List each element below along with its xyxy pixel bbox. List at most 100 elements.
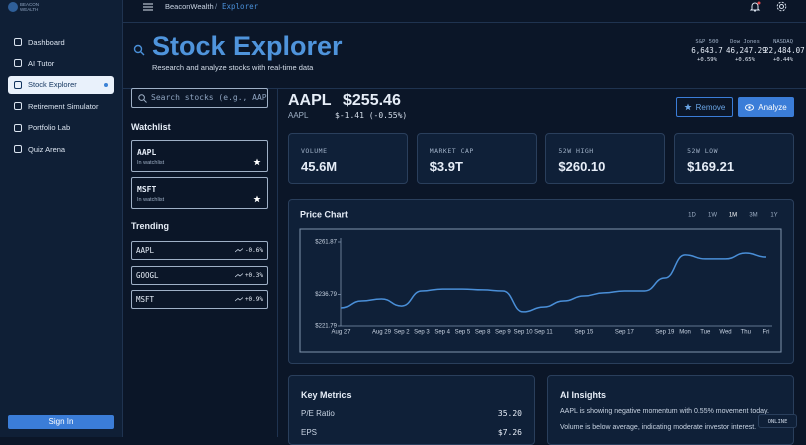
x-tick-label: Sep 9 [495, 330, 511, 336]
watchlist-symbol: MSFT [137, 185, 157, 194]
breadcrumb-brand[interactable]: BeaconWealth [165, 2, 214, 11]
left-panel [123, 88, 278, 437]
index-value: 46,247.29 [726, 46, 767, 55]
stat-value: $260.10 [558, 159, 606, 174]
nav-item[interactable]: Retirement Simulator [8, 97, 114, 115]
topbar: BeaconWealth / Explorer [123, 0, 806, 23]
stat-card: 52W LOW $169.21 [674, 133, 795, 184]
watchlist-note: In watchlist [137, 197, 165, 203]
search-input[interactable]: Search stocks (e.g., AAPL, MSFT) [131, 88, 268, 108]
x-tick-label: Sep 10 [514, 330, 534, 336]
index-value: 6,643.7 [691, 46, 723, 55]
stat-label: MARKET CAP [429, 147, 474, 155]
chart-title: Price Chart [300, 209, 348, 219]
active-dot [104, 82, 108, 87]
nav-item[interactable]: AI Tutor [8, 54, 114, 72]
trending-change: +0.3% [234, 272, 263, 279]
analyze-button[interactable]: Analyze [738, 97, 794, 117]
market-index: NASDAQ 22,484.07 +0.44% [764, 39, 805, 63]
range-option[interactable]: 3M [749, 213, 757, 219]
nav-label: Retirement Simulator [28, 101, 99, 111]
trending-item[interactable]: GOOGL +0.3% [131, 265, 268, 285]
stat-label: 52W HIGH [558, 147, 594, 155]
index-name: S&P 500 [695, 39, 719, 45]
breadcrumb-separator: / [215, 2, 218, 11]
plot-frame [299, 228, 782, 353]
index-name: Dow Jones [730, 39, 760, 45]
remove-label: Remove [695, 102, 726, 112]
x-tick-label: Aug 29 [372, 330, 392, 336]
stat-card: 52W HIGH $260.10 [545, 133, 666, 184]
trending-change: +0.9% [234, 296, 263, 303]
x-tick-label: Sep 2 [394, 330, 410, 336]
nav-label: Stock Explorer [28, 80, 77, 90]
stat-card: MARKET CAP $3.9T [416, 133, 537, 184]
index-change: +0.65% [735, 57, 755, 63]
watchlist-item[interactable]: MSFT In watchlist [131, 177, 268, 209]
x-tick-label: Sep 11 [534, 330, 553, 336]
nav-icon [14, 59, 22, 68]
watchlist-symbol: AAPL [137, 148, 157, 157]
nav-label: Dashboard [28, 37, 65, 47]
trend-icon [234, 248, 243, 253]
nav-icon [14, 80, 22, 89]
y-tick-label: $261.87 [315, 240, 337, 246]
nav-item[interactable]: Quiz Arena [8, 140, 114, 158]
star-button[interactable] [253, 190, 261, 208]
x-tick-label: Sep 15 [574, 330, 594, 336]
nav-item[interactable]: Dashboard [8, 33, 114, 51]
logo-icon [8, 2, 18, 12]
trend-icon [234, 272, 243, 277]
price-line [340, 252, 767, 313]
index-value: 22,484.07 [764, 46, 805, 55]
nav-item[interactable]: Stock Explorer [8, 75, 114, 94]
trending-title: Trending [131, 221, 169, 231]
range-option[interactable]: 1D [688, 213, 696, 219]
stat-card: VOLUME 45.6M [288, 133, 408, 184]
x-tick-label: Wed [719, 330, 731, 336]
settings-icon[interactable] [776, 1, 787, 12]
star-icon [253, 158, 261, 166]
star-button[interactable] [253, 153, 261, 171]
trending-item[interactable]: AAPL -0.6% [131, 241, 268, 260]
trend-icon [234, 297, 243, 302]
x-tick-label: Sep 17 [615, 330, 635, 336]
sidebar: BEACON WEALTH Dashboard AI Tutor Stock Exp… [0, 0, 123, 437]
menu-icon[interactable] [143, 3, 153, 11]
nav-label: Quiz Arena [28, 144, 66, 154]
price-chart: Price Chart 1D 1W 1M 3M 1Y $221.79 $236.79 $261… [299, 209, 782, 353]
star-icon [253, 195, 261, 203]
nav-label: Portfolio Lab [28, 123, 71, 133]
x-tick-label: Mon [679, 330, 691, 336]
eye-icon [745, 103, 755, 111]
y-tick-label: $221.79 [315, 324, 337, 330]
nav-icon [14, 38, 22, 46]
index-change: +0.59% [697, 57, 717, 63]
range-option[interactable]: 1M [729, 213, 737, 219]
watchlist-item[interactable]: AAPL In watchlist [131, 140, 268, 172]
notification-icon[interactable] [749, 1, 761, 13]
sign-in-button[interactable]: Sign In [8, 415, 114, 429]
metric-label: EPS [301, 428, 318, 437]
index-name: NASDAQ [773, 39, 793, 45]
x-tick-label: Sep 3 [414, 330, 430, 336]
trending-item[interactable]: MSFT +0.9% [131, 290, 268, 309]
page-header: Stock Explorer Research and analyze stoc… [123, 22, 806, 89]
page-title: Stock Explorer [152, 31, 343, 61]
range-option[interactable]: 1W [708, 213, 717, 219]
trending-symbol: AAPL [136, 246, 155, 255]
trending-symbol: MSFT [136, 295, 155, 304]
range-option[interactable]: 1Y [770, 213, 777, 219]
metric-value: $7.26 [497, 428, 522, 437]
index-change: +0.44% [773, 57, 793, 63]
metric-label: P/E Ratio [301, 409, 335, 418]
nav-item[interactable]: Portfolio Lab [8, 119, 114, 137]
trending-symbol: GOOGL [136, 270, 159, 280]
remove-button[interactable]: Remove [676, 97, 733, 117]
quote-price: $255.46 [343, 92, 401, 109]
stat-value: 45.6M [301, 159, 338, 174]
insight-line: AAPL is showing negative momentum with 0… [560, 408, 769, 415]
stat-label: 52W LOW [687, 147, 718, 155]
